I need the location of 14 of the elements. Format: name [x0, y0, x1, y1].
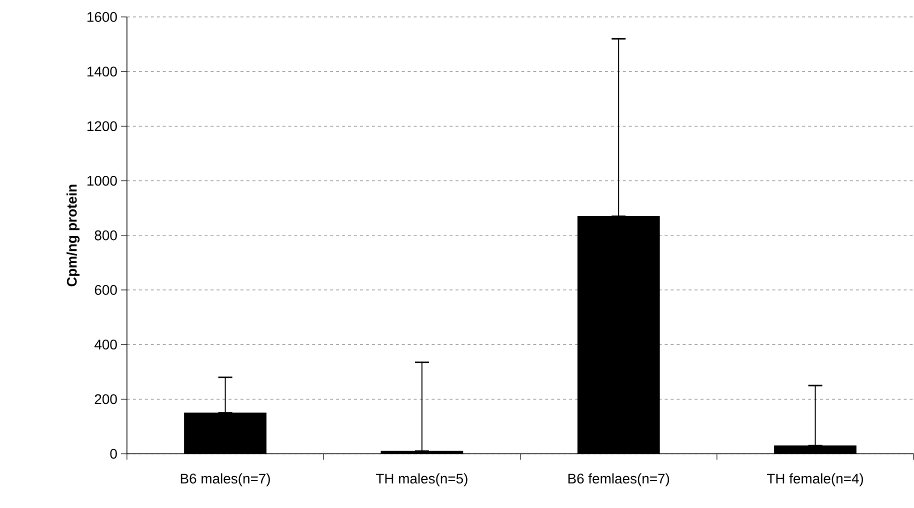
- x-tick-label: B6 femlaes(n=7): [568, 473, 670, 486]
- y-tick-label: 200: [94, 394, 117, 404]
- x-tick-label: B6 males(n=7): [180, 473, 270, 486]
- y-tick-label: 1400: [87, 66, 117, 77]
- x-tick-label: TH males(n=5): [376, 473, 468, 486]
- y-tick-label: 0: [110, 448, 117, 459]
- y-tick-label: 1600: [87, 12, 117, 22]
- y-tick-label: 600: [94, 285, 117, 296]
- y-tick-label: 1200: [87, 121, 117, 132]
- y-axis-title: Cpm/ng protein: [66, 184, 80, 286]
- y-tick-label: 400: [94, 340, 117, 350]
- y-tick-label: 1000: [87, 176, 117, 186]
- y-tick-label: 800: [94, 230, 117, 240]
- x-tick-label: TH female(n=4): [766, 473, 864, 486]
